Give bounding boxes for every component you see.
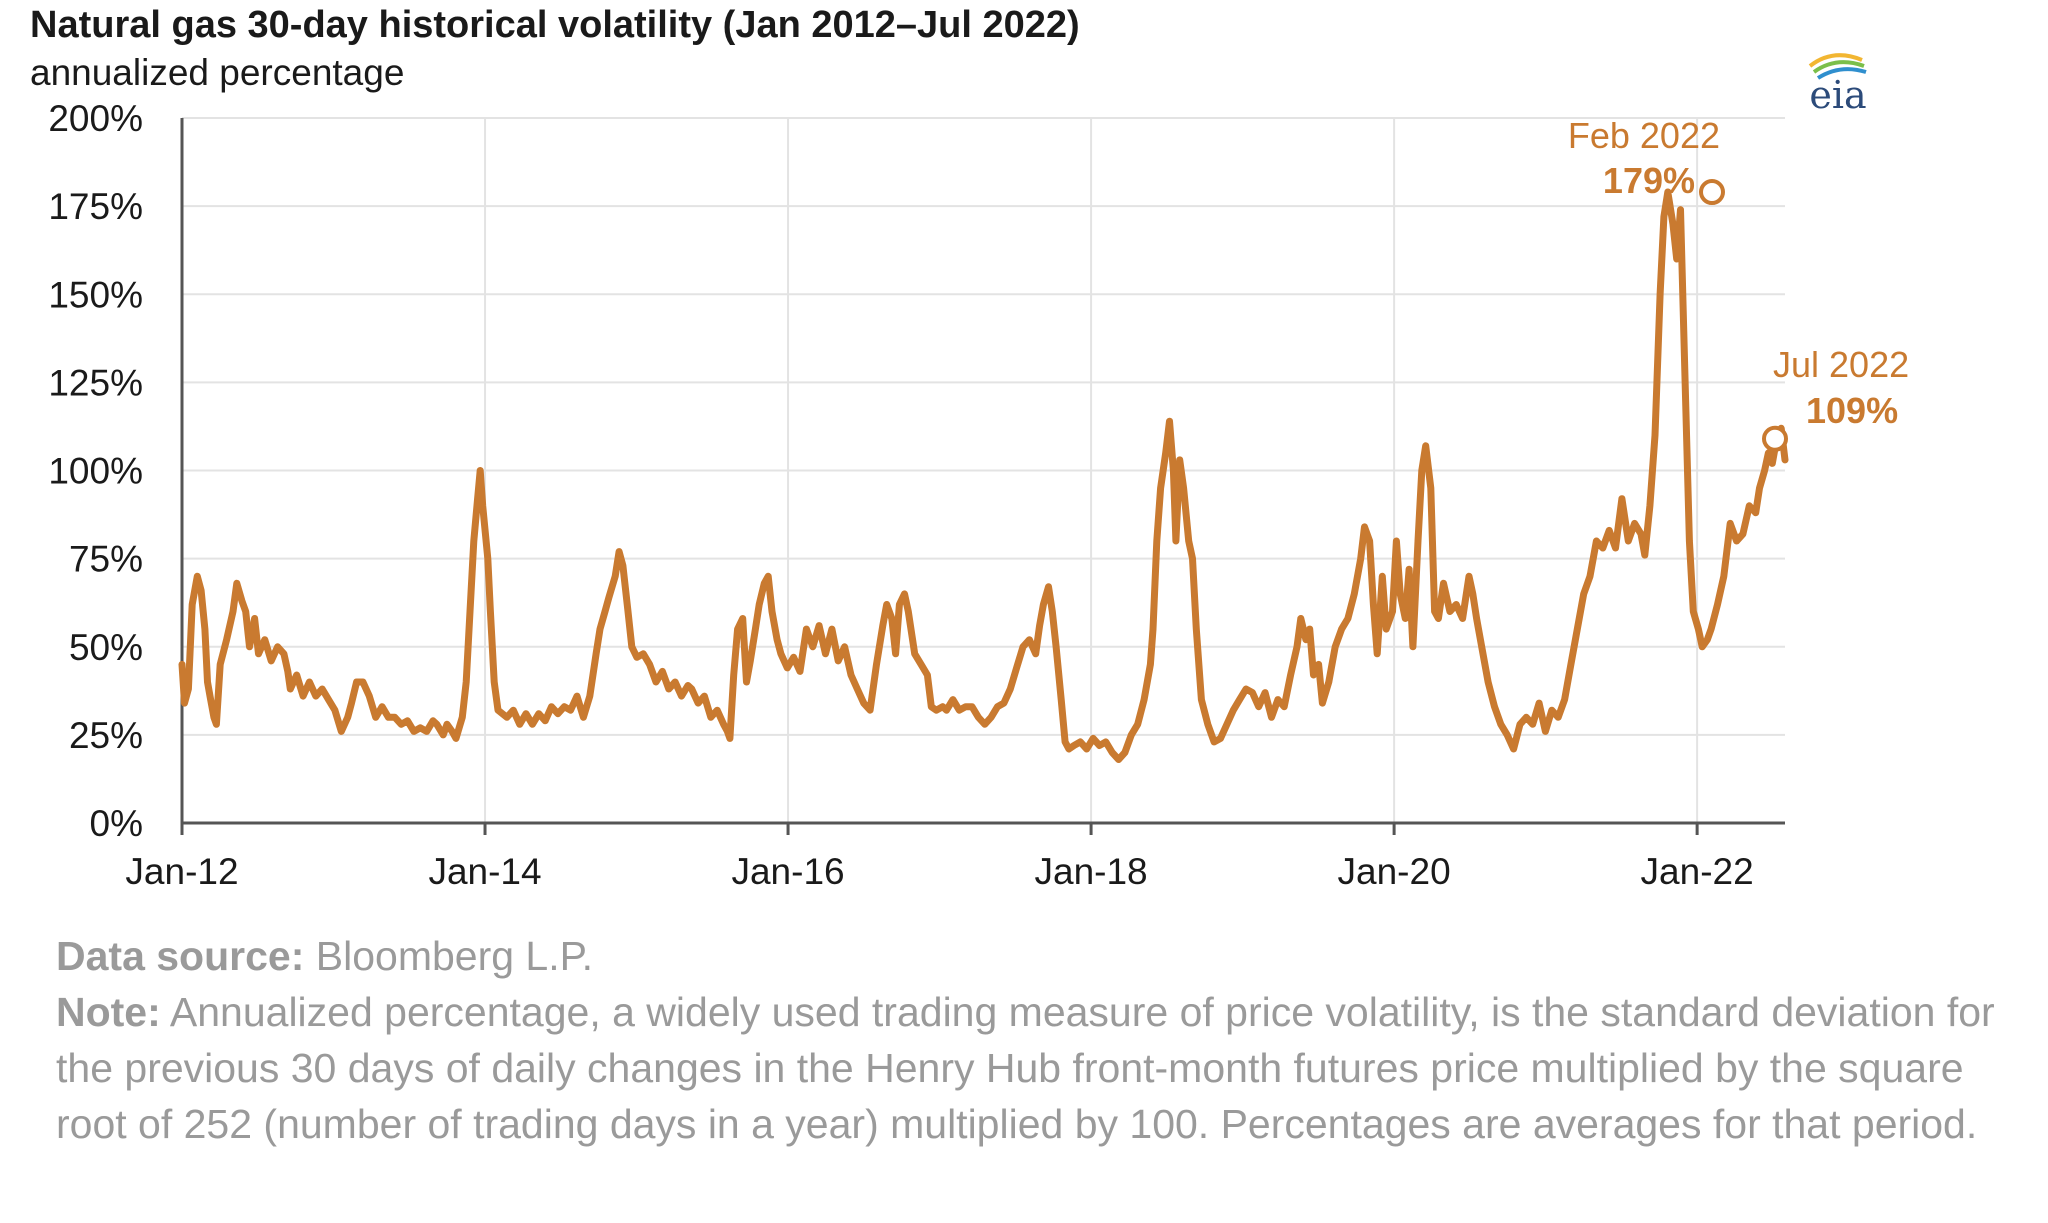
source-label: Data source: bbox=[56, 933, 305, 979]
note-label: Note: bbox=[56, 989, 161, 1035]
x-tick-label: Jan-14 bbox=[428, 851, 541, 892]
annotation-label: Jul 2022 bbox=[1773, 344, 1909, 385]
source-line: Data source: Bloomberg L.P. bbox=[56, 928, 2016, 984]
volatility-chart: 0% 25% 50% 75% 100% 125% 150% 175% 200% Jan-12 Jan… bbox=[48, 98, 1909, 892]
chart-footer: Data source: Bloomberg L.P. Note: Annual… bbox=[56, 928, 2016, 1152]
annotation-marker bbox=[1762, 425, 1788, 452]
x-tick-label: Jan-22 bbox=[1641, 851, 1754, 892]
y-tick-label: 100% bbox=[48, 451, 143, 492]
x-tick-label: Jan-12 bbox=[125, 851, 238, 892]
series-layer bbox=[178, 188, 1789, 763]
note-text: Annualized percentage, a widely used tra… bbox=[56, 989, 1995, 1147]
eia-logo-icon: eia bbox=[1808, 53, 1867, 114]
x-tick-label: Jan-18 bbox=[1035, 851, 1148, 892]
y-tick-label: 75% bbox=[69, 539, 143, 580]
y-tick-label: 150% bbox=[48, 274, 143, 315]
chart-title: Natural gas 30-day historical volatility… bbox=[30, 4, 1080, 46]
x-tick-label: Jan-16 bbox=[731, 851, 844, 892]
annotation-value: 179% bbox=[1603, 160, 1695, 201]
y-tick-label: 25% bbox=[69, 715, 143, 756]
eia-logo-text: eia bbox=[1809, 73, 1866, 114]
y-tick-label: 125% bbox=[48, 362, 143, 403]
axis-layer: 0% 25% 50% 75% 100% 125% 150% 175% 200% Jan-12 Jan… bbox=[48, 98, 1785, 892]
series-line-0 bbox=[178, 188, 1789, 763]
note-line: Note: Annualized percentage, a widely us… bbox=[56, 984, 2016, 1152]
y-tick-label: 0% bbox=[90, 803, 143, 844]
y-tick-label: 200% bbox=[48, 98, 143, 139]
annotation-label: Feb 2022 bbox=[1568, 115, 1720, 156]
x-tick-label: Jan-20 bbox=[1338, 851, 1451, 892]
source-text: Bloomberg L.P. bbox=[304, 933, 594, 979]
y-tick-label: 50% bbox=[69, 627, 143, 668]
annotation-value: 109% bbox=[1806, 390, 1898, 431]
chart-subtitle: annualized percentage bbox=[30, 52, 405, 93]
y-tick-label: 175% bbox=[48, 186, 143, 227]
annotation-marker bbox=[1699, 179, 1725, 206]
